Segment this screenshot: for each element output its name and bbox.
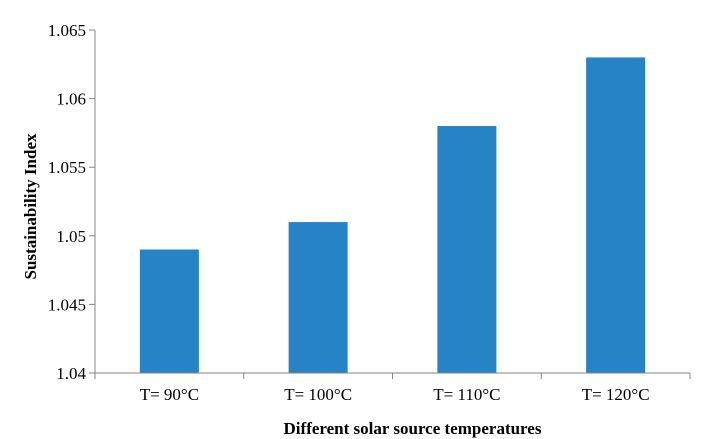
y-axis-title: Sustainability Index [21,133,40,279]
y-tick-label: 1.055 [48,158,86,177]
y-tick-label: 1.05 [56,227,86,246]
x-axis-ticks: T= 90°C T= 100°C T= 110°C T= 120°C [94,373,691,404]
bars [139,57,646,373]
x-axis-title: Different solar source temperatures [284,419,542,438]
x-tick-label: T= 110°C [433,385,500,404]
y-tick-label: 1.045 [48,295,86,314]
bar-2 [288,222,348,373]
y-tick-label: 1.06 [56,90,86,109]
x-tick-label: T= 120°C [582,385,650,404]
bar-3 [437,126,497,373]
y-axis-ticks: 1.04 1.045 1.05 1.055 1.06 1.065 [48,21,95,383]
y-tick-label: 1.04 [56,364,86,383]
x-tick-label: T= 100°C [284,385,352,404]
y-tick-label: 1.065 [48,21,86,40]
bar-1 [139,249,199,373]
x-tick-label: T= 90°C [140,385,199,404]
bar-4 [586,57,646,373]
